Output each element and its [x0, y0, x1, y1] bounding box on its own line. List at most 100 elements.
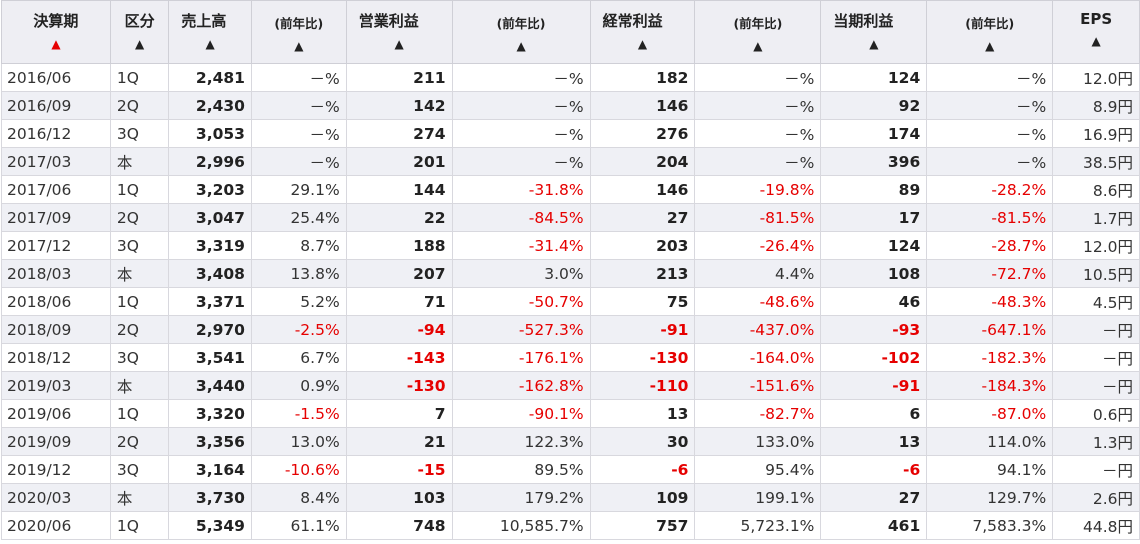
column-header-ordinary-yoy[interactable]: (前年比) ▲: [694, 0, 822, 64]
cell-ordinary-yoy: 133.0%: [694, 427, 822, 456]
table-row: 2019/12 3Q 3,164 -10.6% -15 89.5% -6 95.4% -6 94.…: [1, 455, 1140, 484]
column-header-net-profit[interactable]: 当期利益 ▲: [820, 0, 928, 64]
cell-net-profit: 396: [820, 147, 928, 176]
cell-operating-yoy: 122.3%: [451, 427, 591, 456]
column-header-ordinary-profit[interactable]: 経常利益 ▲: [589, 0, 696, 64]
cell-net-yoy: -28.7%: [926, 231, 1054, 260]
cell-period: 2020/03: [1, 483, 111, 512]
cell-operating-profit: -94: [345, 315, 453, 344]
cell-net-profit: -93: [820, 315, 928, 344]
cell-operating-yoy: -50.7%: [451, 287, 591, 316]
cell-period: 2019/12: [1, 455, 111, 484]
cell-sales: 3,356: [168, 427, 252, 456]
cell-sales-yoy: －%: [250, 63, 347, 92]
sort-arrow-icon[interactable]: ▲: [985, 39, 995, 53]
cell-net-yoy: －%: [926, 91, 1054, 120]
cell-segment: 1Q: [109, 287, 170, 316]
cell-segment: 2Q: [109, 91, 170, 120]
cell-operating-profit: 7: [345, 399, 453, 428]
cell-sales-yoy: 8.4%: [250, 483, 347, 512]
column-header-label: 当期利益: [833, 12, 894, 30]
cell-net-yoy: 114.0%: [926, 427, 1054, 456]
cell-sales-yoy: 13.0%: [250, 427, 347, 456]
cell-period: 2016/12: [1, 119, 111, 148]
column-header-operating-yoy[interactable]: (前年比) ▲: [451, 0, 591, 64]
column-header-period[interactable]: 決算期 ▲: [1, 0, 111, 64]
cell-net-profit: 13: [820, 427, 928, 456]
table-row: 2018/06 1Q 3,371 5.2% 71 -50.7% 75 -48.6% 46 -48.…: [1, 287, 1140, 316]
cell-period: 2018/06: [1, 287, 111, 316]
cell-net-yoy: -81.5%: [926, 203, 1054, 232]
sort-arrow-icon[interactable]: ▲: [637, 37, 648, 51]
cell-segment: 2Q: [109, 315, 170, 344]
cell-operating-profit: -143: [345, 343, 453, 372]
cell-ordinary-profit: 213: [589, 259, 696, 288]
column-header-sales-yoy[interactable]: (前年比) ▲: [250, 0, 347, 64]
sort-arrow-icon[interactable]: ▲: [294, 39, 304, 53]
cell-ordinary-profit: 30: [589, 427, 696, 456]
cell-ordinary-yoy: 95.4%: [694, 455, 822, 484]
cell-net-yoy: -48.3%: [926, 287, 1054, 316]
column-header-label: (前年比): [733, 16, 783, 31]
table-row: 2017/12 3Q 3,319 8.7% 188 -31.4% 203 -26.4% 124-…: [1, 231, 1140, 260]
column-header-operating-profit[interactable]: 営業利益 ▲: [345, 0, 453, 64]
cell-segment: 1Q: [109, 63, 170, 92]
sort-arrow-icon[interactable]: ▲: [134, 37, 145, 51]
cell-operating-yoy: -31.8%: [451, 175, 591, 204]
column-header-eps[interactable]: EPS ▲: [1052, 0, 1140, 64]
sort-arrow-icon[interactable]: ▲: [869, 37, 879, 51]
sort-arrow-icon[interactable]: ▲: [1091, 34, 1101, 48]
cell-operating-yoy: -176.1%: [451, 343, 591, 372]
cell-operating-profit: -15: [345, 455, 453, 484]
sort-arrow-icon[interactable]: ▲: [394, 37, 404, 51]
cell-ordinary-profit: -110: [589, 371, 696, 400]
cell-sales-yoy: －%: [250, 91, 347, 120]
cell-ordinary-yoy: -26.4%: [694, 231, 822, 260]
column-header-segment[interactable]: 区分 ▲: [109, 0, 170, 64]
cell-operating-profit: 188: [345, 231, 453, 260]
cell-ordinary-profit: 109: [589, 483, 696, 512]
cell-period: 2016/06: [1, 63, 111, 92]
cell-operating-profit: 748: [345, 511, 453, 540]
cell-operating-profit: -130: [345, 371, 453, 400]
column-header-label: 区分: [124, 12, 155, 30]
cell-eps: 1.3円: [1052, 427, 1140, 456]
cell-operating-yoy: －%: [451, 63, 591, 92]
cell-segment: 本: [109, 147, 170, 176]
cell-sales-yoy: 0.9%: [250, 371, 347, 400]
cell-net-yoy: -184.3%: [926, 371, 1054, 400]
sort-arrow-icon[interactable]: ▲: [51, 37, 61, 51]
cell-period: 2018/03: [1, 259, 111, 288]
cell-net-yoy: 94.1%: [926, 455, 1054, 484]
column-header-sales[interactable]: 売上高 ▲: [168, 0, 252, 64]
cell-sales: 3,730: [168, 483, 252, 512]
cell-sales: 5,349: [168, 511, 252, 540]
cell-ordinary-profit: 13: [589, 399, 696, 428]
sort-arrow-icon[interactable]: ▲: [753, 39, 763, 53]
table-row: 2017/03 本 2,996 －% 201 －% 204 －% 396 －% 38.5円: [1, 147, 1140, 176]
sort-arrow-icon[interactable]: ▲: [516, 39, 526, 53]
cell-ordinary-yoy: -82.7%: [694, 399, 822, 428]
cell-ordinary-yoy: -437.0%: [694, 315, 822, 344]
cell-sales: 2,481: [168, 63, 252, 92]
cell-period: 2017/09: [1, 203, 111, 232]
cell-ordinary-yoy: 4.4%: [694, 259, 822, 288]
cell-sales: 3,320: [168, 399, 252, 428]
cell-ordinary-profit: 182: [589, 63, 696, 92]
cell-operating-profit: 103: [345, 483, 453, 512]
cell-net-profit: 6: [820, 399, 928, 428]
cell-ordinary-profit: 276: [589, 119, 696, 148]
cell-ordinary-yoy: -164.0%: [694, 343, 822, 372]
sort-arrow-icon[interactable]: ▲: [205, 37, 215, 51]
cell-eps: 38.5円: [1052, 147, 1140, 176]
cell-net-profit: 89: [820, 175, 928, 204]
column-header-net-yoy[interactable]: (前年比) ▲: [926, 0, 1054, 64]
header-row: 決算期 ▲ 区分 ▲ 売上高 ▲ (前年比) ▲ 営業利益 ▲ (前年比) ▲ 経常利益 ▲ (前年比) ▲ 当…: [1, 0, 1140, 64]
cell-segment: 3Q: [109, 455, 170, 484]
cell-operating-profit: 144: [345, 175, 453, 204]
cell-period: 2016/09: [1, 91, 111, 120]
cell-net-profit: 27: [820, 483, 928, 512]
table-row: 2016/12 3Q 3,053 －% 274 －% 276 －% 174 －% 16.9円: [1, 119, 1140, 148]
cell-segment: 本: [109, 483, 170, 512]
cell-sales-yoy: 6.7%: [250, 343, 347, 372]
